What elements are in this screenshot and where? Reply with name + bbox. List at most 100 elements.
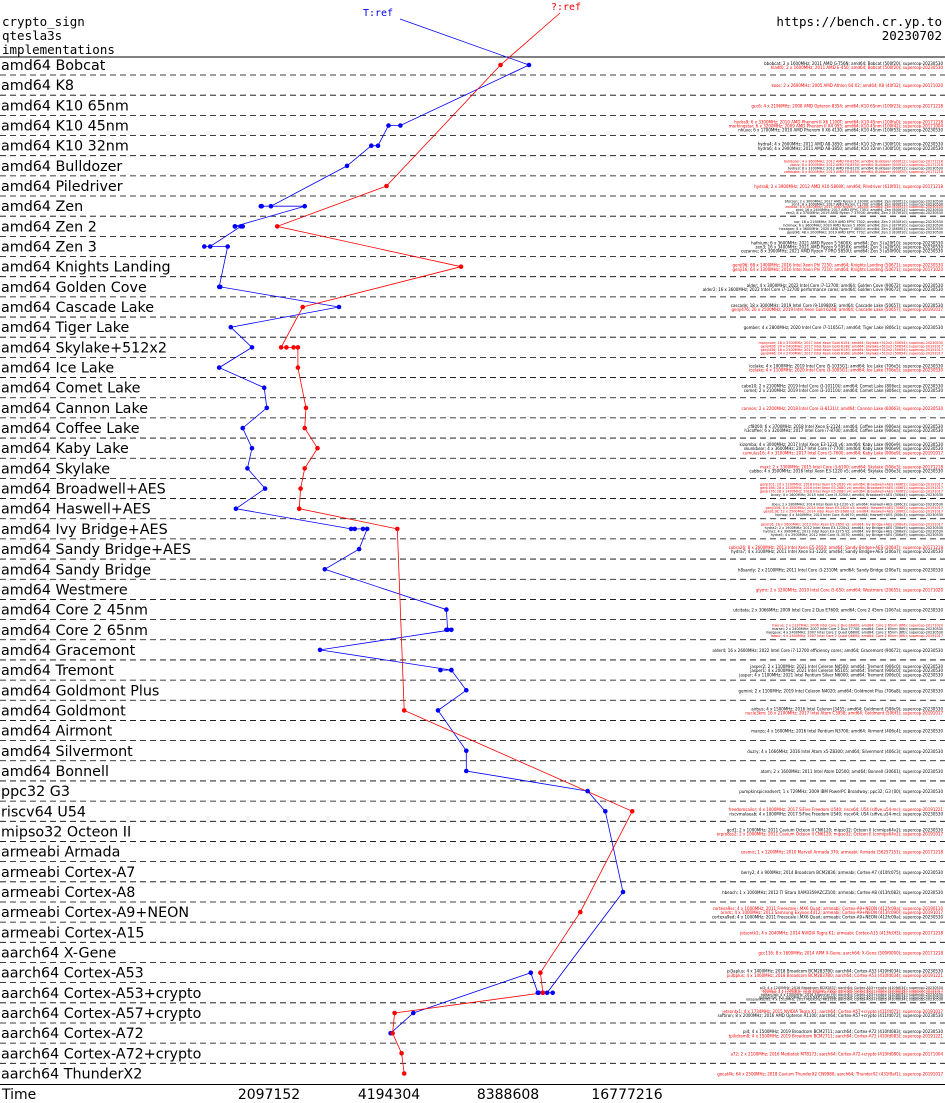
red-series-point [295,345,301,350]
red-series-point [274,224,280,229]
machine-label: hydra9; 6 x 3300MHz; 2010 AMD Phenom II … [734,119,943,124]
blue-series-point [225,244,230,249]
machine-label: pi3; 4 x 1200MHz; 2016 Broadcom BCM2837;… [760,986,943,990]
category-label: amd64 Golden Cove [1,280,147,296]
category-label: amd64 Haswell+AES [1,502,151,518]
category-label: armeabi Cortex-A7 [1,865,135,881]
category-label: amd64 Airmont [1,724,113,740]
category-label: aarch64 Cortex-A72+crypto [1,1046,201,1062]
header-site: https://bench.cr.yp.to [776,14,942,29]
blue-series-point [544,990,550,996]
machine-label: hydra6; 4 x 2900MHz; 2011 AMD A8-3850; a… [758,146,944,151]
category-label: aarch64 ThunderX2 [1,1067,142,1083]
red-series-point [384,183,389,189]
header-implementation: qtesla3s [2,28,62,43]
machine-label: genji96; 48 x 2000MHz; 2019 AMD EPYC 770… [787,231,943,235]
machine-label: arndc; 4 x 1000MHz; 2013 Samsung Exynos … [721,910,944,915]
machine-label: alder; 4 x 3000MHz; 2022 Intel Core i7-1… [747,283,944,288]
category-label: aarch64 Cortex-A72 [1,1026,144,1042]
red-series-point [401,708,407,713]
blue-series-point [444,607,449,612]
red-series-point [390,1030,395,1036]
category-label: armeabi Cortex-A8 [1,885,135,901]
machine-label: margaux; 4 x 2400MHz; 2007 Intel Core 2 … [766,631,943,635]
category-label: amd64 Cascade Lake [1,300,154,316]
machine-label: utcitata; 2 x 3066MHz; 2009 Intel Core 2… [733,608,943,613]
machine-label: genji436; 16 x 2100MHz; 2017 Intel Xeon … [761,348,943,352]
red-series-point [498,62,503,68]
blue-series-point [464,748,469,754]
blue-series-line [204,64,624,1034]
category-label: amd64 Zen 3 [1,240,97,256]
blue-series-point [240,425,245,431]
blue-series-point [268,203,274,209]
machine-label: hydra7; 4 x 3100MHz; 2011 Intel Xeon E3-… [731,549,943,554]
category-label: amd64 Sandy Bridge+AES [1,542,191,558]
x-tick-label: 4194304 [358,1087,420,1103]
category-label: amd64 Coffee Lake [1,421,140,437]
category-label: amd64 Silvermont [1,744,133,760]
machine-label: bpim64; 4 x 1152MHz; 2016 Allwinner A64;… [763,991,943,995]
blue-series-point [228,324,234,330]
machine-label: jasper1; 4 x 2000MHz; 2021 Intel Celeron… [749,668,943,673]
machine-label: hiadt0; 2 x 1600MHz; 2011 AMD E-450; amd… [771,65,944,70]
machine-label: maxi; 2 x 3300MHz; 2015 Intel Core i3-61… [760,464,943,469]
category-label: aarch64 Cortex-A53+crypto [1,986,201,1002]
header-date: 20230702 [882,28,942,43]
machine-label: rotaplanka20s; 4 x 1512MHz; 2017 Rockchi… [746,998,943,1002]
blue-series-point [356,546,362,552]
category-label: amd64 Sandy Bridge [1,562,151,578]
machine-label: genji16; 16 x 2600MHz; 2013 Intel Xeon E… [761,523,943,527]
red-series-point [303,405,309,411]
machine-label: bforzen; 2 x 3000MHz; 2017 AMD Ryzen 3 1… [785,200,943,204]
header-section-label: implementations [2,42,115,57]
red-series-point [300,304,306,310]
category-label: amd64 Skylake [1,461,110,477]
category-label: riscv64 U54 [1,804,86,820]
machine-label: duzry; 4 x 1666MHz; 2016 Intel Atom x5-Z… [747,749,943,754]
red-series-point [302,466,308,471]
machine-label: genji446; 24 x 2700MHz; 2017 Intel Xeon … [761,352,943,356]
machine-label: cobra26; 8 x 2600MHz; 2013 Intel Xeon E5… [729,545,944,550]
blue-series-point [528,970,534,975]
machine-label: hiphop; 4 x 3400MHz; 2013 Intel Core i5-… [775,513,943,517]
machine-label: jasper2; 2 x 1100MHz; 2021 Intel Celeron… [749,664,943,669]
machine-label: pi3aplus; 4 x 1400MHz; 2018 Broadcom BCM… [727,969,944,974]
machine-label: comet; 2 x 2100MHz; 2019 Intel Core i3-1… [744,388,944,393]
x-axis-label: Time [1,1087,36,1103]
red-series-point [401,1071,407,1076]
machine-label: nucle3km; 16 x 2100MHz; 2017 Intel Atom … [745,711,943,716]
machine-label: cortexa9ed; 4 x 1000MHz; 2011 Freescale … [712,914,944,919]
machine-label: jgadgetsw; 8 x 1000MHz; 2016 NXP LS2088A… [758,995,943,999]
red-series-leader [500,12,561,66]
machine-label: nhuvo; 6 x 1700MHz; 2010 AMD Phenom II X… [738,128,943,133]
machine-label: sbeu; 2 x 2800MHz; 2014 Intel Xeon E3-12… [772,502,943,506]
machine-label: hydra1; 4 x 3900MHz; 2013 Intel Xeon E3-… [763,530,943,534]
category-label: amd64 Gracemont [1,643,136,659]
blue-series-point [444,627,449,633]
category-label: armeabi Cortex-A15 [1,925,145,941]
machine-label: icelake; 4 x 1100MHz; 2020 Intel Core i3… [749,368,943,373]
machine-label: hclimax; 6 x 3600MHz; 2020 AMD Ryzen 5 3… [783,224,943,228]
category-label: amd64 Ice Lake [1,361,114,377]
machine-label: zenbox; 8 x 3400MHz; 2017 AMD Ryzen 7 18… [785,205,943,209]
machine-label: zen3; 16 x 3400MHz; 2021 AMD Ryzen 9 595… [755,245,943,250]
category-label: amd64 Tremont [1,663,114,679]
blue-series-point [352,526,358,532]
category-label: amd64 Cannon Lake [1,401,148,417]
machine-label: marsel; 2 x 2400MHz; 2007 Intel Core 2 D… [772,627,943,631]
machine-label: nar; 16 x 2194MHz; 2019 AMD EPYC 7302; a… [794,220,943,224]
machine-label: zoid; 16 x 2400MHz; 2017 AMD EPYC 7351; … [796,208,943,212]
blue-series-point [202,244,207,249]
machine-label: gcd1; 2 x 1000MHz; 2011 Cavium Octeon II… [727,827,944,832]
machine-label: hydra4; 4 x 2600MHz; 2011 AMD A8-3850; a… [758,142,944,147]
machine-label: tpilidram8; 4 x 1500MHz; 2019 Broadcom B… [729,1033,944,1038]
machine-label: gocat4k; 64 x 2500MHz; 2018 Cavium Thund… [717,1072,943,1077]
category-label: amd64 Goldmont [1,703,126,719]
blue-series-point [249,445,255,451]
blue-series-point [216,365,222,370]
blue-series-point [264,405,270,411]
machine-label: genji16; 64 x 1300MHz; 2016 Intel Xeon P… [732,267,943,272]
red-series-point [458,264,464,270]
